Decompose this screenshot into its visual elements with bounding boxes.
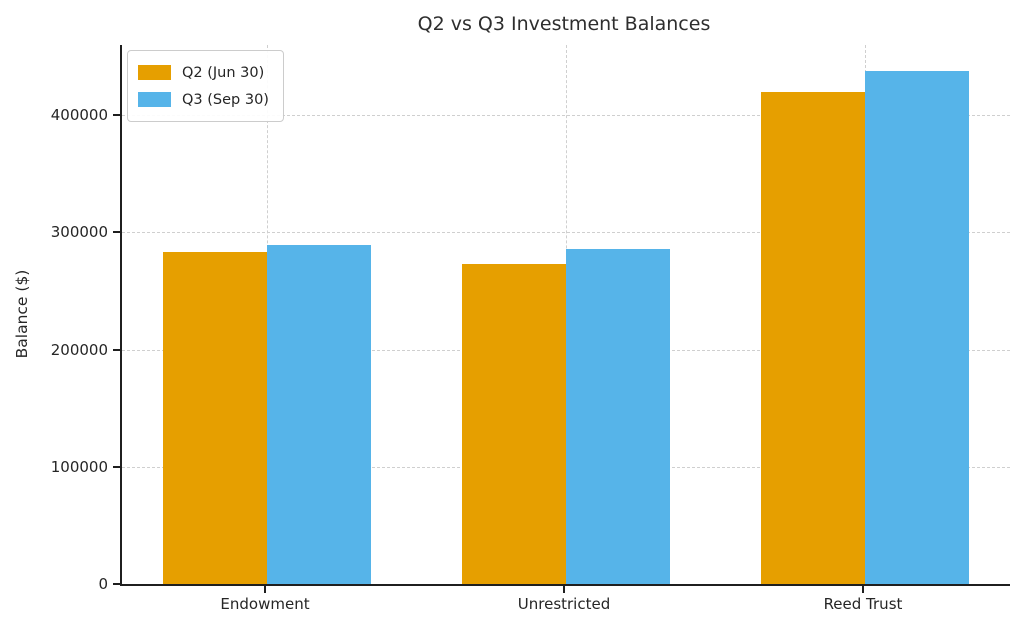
- y-tick-label-100000: 100000: [50, 457, 108, 476]
- y-tick-mark-100000: [113, 465, 120, 468]
- bar-endowment-q2: [163, 252, 267, 584]
- q3-color-swatch: [138, 92, 171, 107]
- legend-label-q3: Q3 (Sep 30): [182, 91, 269, 108]
- x-tick-label-endowment: Endowment: [220, 595, 310, 613]
- legend-label-q2: Q2 (Jun 30): [182, 64, 265, 81]
- bar-endowment-q3: [267, 245, 371, 584]
- x-tick-mark-1: [563, 586, 565, 593]
- legend-item-q2: Q2 (Jun 30): [138, 59, 269, 86]
- y-tick-label-200000: 200000: [50, 340, 108, 359]
- y-tick-mark-200000: [113, 348, 120, 351]
- y-tick-label-400000: 400000: [50, 106, 108, 125]
- plot-area: [120, 45, 1010, 586]
- y-tick-mark-400000: [113, 114, 120, 117]
- x-tick-label-reed-trust: Reed Trust: [823, 595, 903, 613]
- y-tick-label-0: 0: [98, 575, 108, 593]
- legend: Q2 (Jun 30) Q3 (Sep 30): [127, 50, 284, 122]
- y-tick-mark-0: [113, 583, 120, 585]
- bar-unrestricted-q3: [566, 248, 670, 584]
- y-tick-mark-300000: [113, 231, 120, 234]
- bar-reed-trust-q2: [760, 91, 865, 584]
- bar-unrestricted-q2: [462, 264, 566, 584]
- q2-color-swatch: [138, 65, 171, 80]
- x-tick-mark-2: [861, 586, 864, 593]
- x-tick-label-unrestricted: Unrestricted: [517, 595, 611, 613]
- bar-reed-trust-q3: [864, 70, 969, 584]
- y-tick-label-300000: 300000: [50, 223, 108, 242]
- x-tick-mark-0: [264, 586, 266, 593]
- chart-title: Q2 vs Q3 Investment Balances: [417, 13, 711, 35]
- legend-item-q3: Q3 (Sep 30): [138, 86, 269, 113]
